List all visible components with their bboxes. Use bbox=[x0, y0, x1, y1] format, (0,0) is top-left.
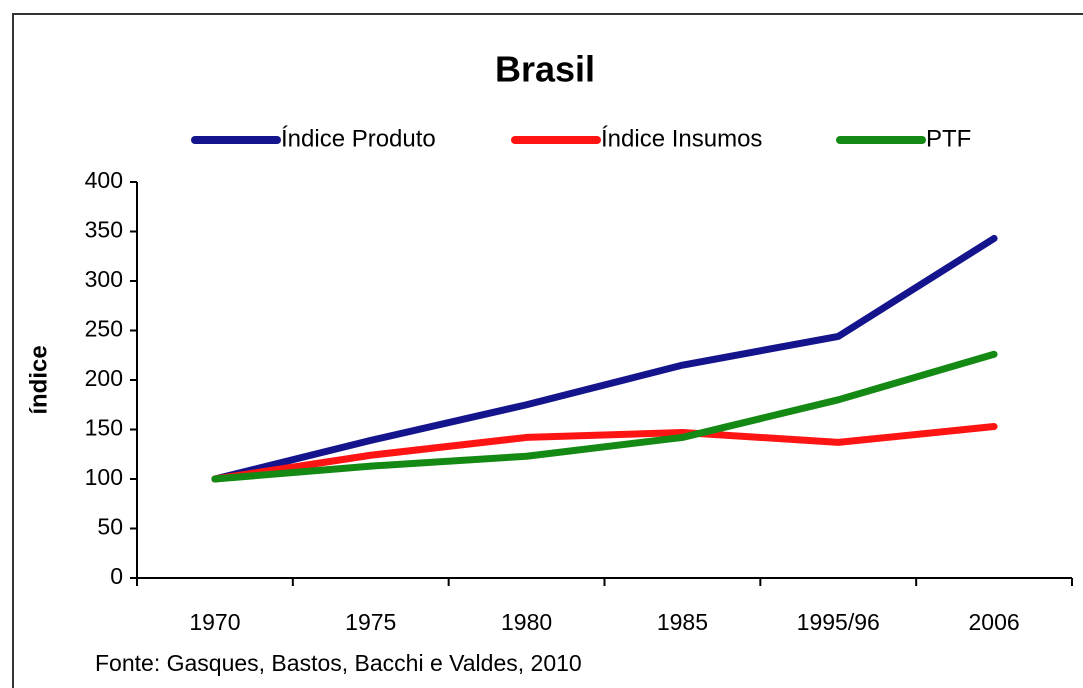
x-tick-label: 1995/96 bbox=[797, 609, 880, 635]
y-tick-label: 400 bbox=[85, 167, 123, 193]
chart-frame bbox=[12, 13, 1083, 688]
y-tick-label: 100 bbox=[85, 464, 123, 490]
series-line bbox=[211, 350, 998, 483]
y-axis-label: índice bbox=[25, 345, 52, 414]
series-line bbox=[211, 423, 998, 483]
x-tick-label: 1970 bbox=[189, 609, 240, 635]
y-tick-label: 200 bbox=[85, 365, 123, 391]
legend-label: PTF bbox=[926, 125, 971, 152]
x-tick-label: 1975 bbox=[345, 609, 396, 635]
x-tick-label: 1980 bbox=[501, 609, 552, 635]
y-tick-label: 50 bbox=[97, 514, 123, 540]
chart-title: Brasil bbox=[495, 49, 595, 90]
legend-label: Índice Produto bbox=[281, 125, 436, 152]
source-note: Fonte: Gasques, Bastos, Bacchi e Valdes,… bbox=[95, 650, 582, 676]
series-line bbox=[211, 234, 998, 483]
y-tick-label: 0 bbox=[110, 563, 123, 589]
y-tick-label: 150 bbox=[85, 415, 123, 441]
y-tick-label: 300 bbox=[85, 266, 123, 292]
x-tick-label: 2006 bbox=[968, 609, 1019, 635]
y-tick-label: 350 bbox=[85, 217, 123, 243]
legend-label: Índice Insumos bbox=[601, 125, 762, 152]
x-tick-label: 1985 bbox=[657, 609, 708, 635]
y-tick-label: 250 bbox=[85, 316, 123, 342]
